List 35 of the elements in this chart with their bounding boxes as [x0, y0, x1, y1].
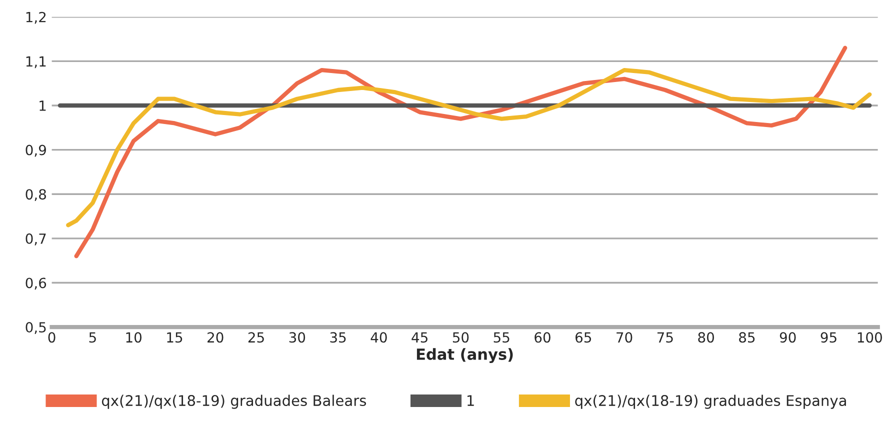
x-tick-label: 25 [248, 332, 264, 343]
x-axis-title: Edat (anys) [416, 348, 513, 364]
x-tick-label: 70 [616, 332, 632, 343]
x-tick-label: 45 [412, 332, 428, 343]
x-tick-label: 30 [289, 332, 306, 343]
x-tick-label: 75 [657, 332, 673, 343]
x-tick-label: 55 [494, 332, 510, 343]
x-tick-label: 15 [167, 332, 182, 343]
x-tick-label: 95 [820, 332, 836, 343]
y-tick-label: 1,2 [26, 12, 46, 24]
x-tick-label: 65 [576, 332, 592, 343]
x-tick-label: 10 [126, 332, 142, 343]
x-tick-label: 5 [89, 332, 96, 343]
y-tick-label: 1 [40, 100, 46, 111]
y-tick-label: 0,8 [26, 189, 46, 202]
x-tick-label: 40 [370, 332, 387, 343]
x-tick-label: 0 [48, 332, 56, 343]
line-series [66, 68, 872, 228]
x-tick-label: 80 [698, 332, 714, 343]
line-series [74, 46, 848, 258]
y-tick-label: 0,5 [26, 322, 46, 334]
x-tick-label: 90 [780, 332, 796, 343]
legend-label: qx(21)/qx(18-19) graduades Balears [102, 394, 366, 409]
y-tick-label: 0,9 [26, 144, 46, 157]
y-tick-label: 1,1 [26, 56, 46, 68]
legend-label: qx(21)/qx(18-19) graduades Espanya [575, 394, 846, 409]
x-tick-label: 20 [208, 332, 224, 343]
y-tick-label: 0,6 [26, 278, 46, 290]
x-tick-label: 85 [739, 332, 755, 343]
x-tick-label: 100 [858, 332, 882, 343]
x-tick-label: 35 [330, 332, 346, 343]
legend-label: 1 [468, 395, 474, 406]
y-tick-label: 0,7 [26, 233, 46, 246]
x-tick-label: 60 [534, 332, 550, 343]
x-tick-label: 50 [452, 332, 469, 343]
